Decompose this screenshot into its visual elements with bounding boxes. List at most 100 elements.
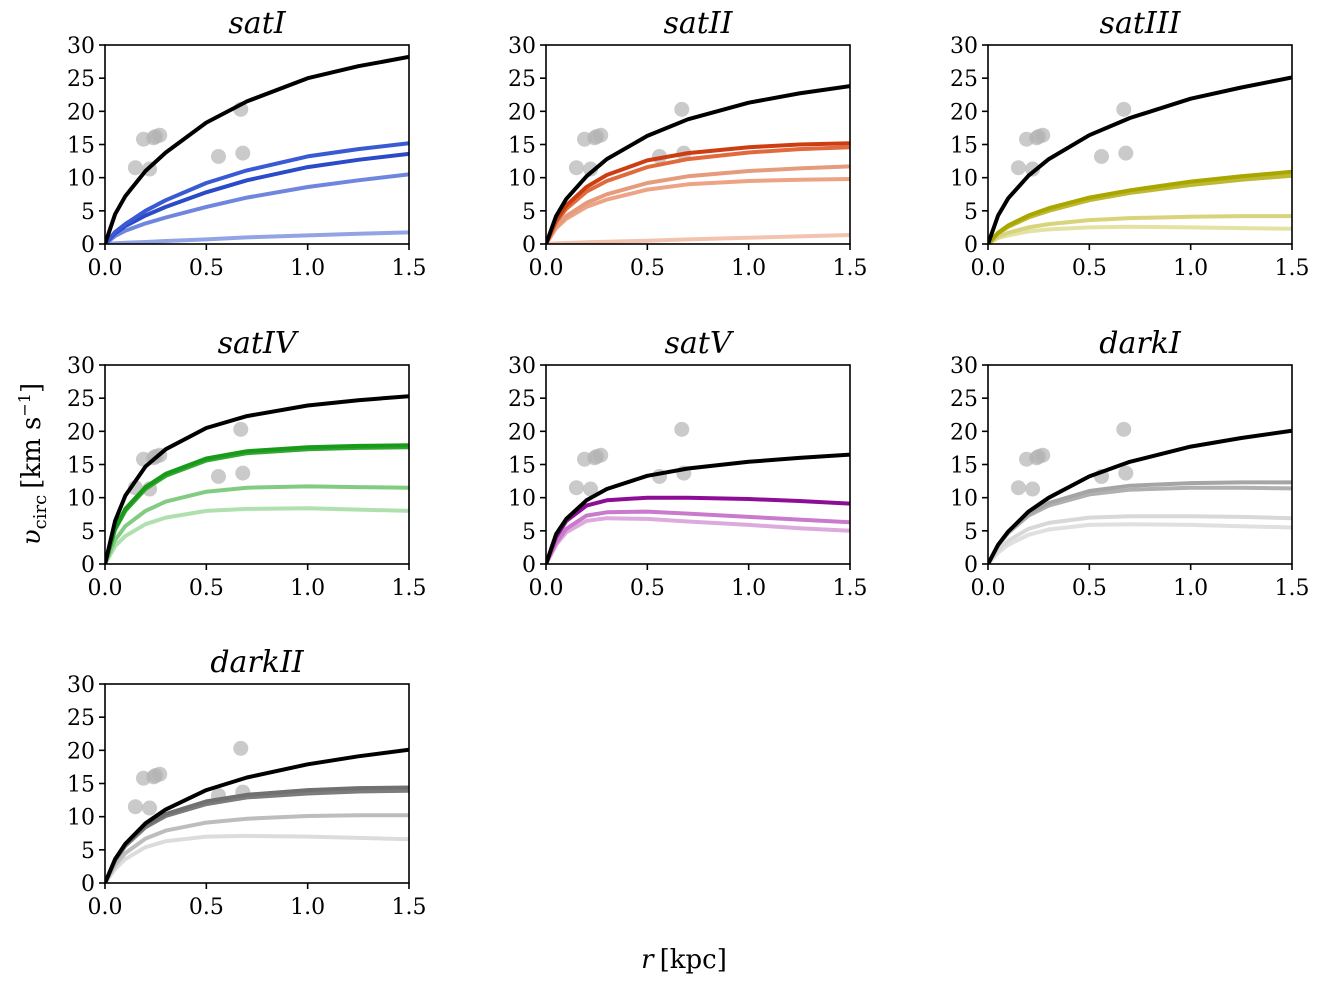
y-tick-label: 15 bbox=[67, 773, 95, 798]
y-tick-label: 25 bbox=[508, 67, 536, 92]
y-tick-label: 10 bbox=[67, 167, 95, 192]
x-tick-label: 0.5 bbox=[189, 576, 224, 601]
y-tick-label: 25 bbox=[950, 387, 978, 412]
y-tick-label: 0 bbox=[522, 233, 536, 258]
y-tick-label: 15 bbox=[508, 134, 536, 159]
series-line bbox=[988, 428, 1292, 564]
y-tick-label: 30 bbox=[67, 673, 95, 698]
y-tick-label: 15 bbox=[950, 134, 978, 159]
observed-point bbox=[568, 160, 584, 176]
y-tick-label: 0 bbox=[81, 553, 95, 578]
panel-satIV: 0 5 10 15 20 25 30 0.0 0.5 1.0 1.5 satIV bbox=[67, 326, 427, 601]
observed-point bbox=[1035, 447, 1051, 463]
x-tick-label: 1.5 bbox=[1275, 576, 1310, 601]
observed-point bbox=[1116, 421, 1132, 437]
x-tick-label: 1.5 bbox=[392, 256, 427, 281]
y-tick-label: 5 bbox=[81, 839, 95, 864]
series-line bbox=[105, 813, 409, 883]
observed-point bbox=[1025, 161, 1041, 177]
y-tick-label: 20 bbox=[67, 739, 95, 764]
y-tick-label: 25 bbox=[950, 67, 978, 92]
x-tick-label: 1.5 bbox=[392, 576, 427, 601]
series-line bbox=[105, 54, 409, 244]
panel-satII: 0 5 10 15 20 25 30 0.0 0.5 1.0 1.5 satII bbox=[508, 6, 868, 281]
x-tick-label: 0.0 bbox=[529, 576, 564, 601]
x-tick-label: 0.5 bbox=[630, 256, 665, 281]
y-tick-label: 20 bbox=[508, 100, 536, 125]
observed-point bbox=[152, 127, 168, 143]
y-tick-label: 0 bbox=[81, 233, 95, 258]
series-line bbox=[988, 169, 1292, 244]
observed-point bbox=[1118, 465, 1134, 481]
x-tick-label: 0.0 bbox=[971, 256, 1006, 281]
y-tick-label: 20 bbox=[950, 100, 978, 125]
observed-point bbox=[1010, 480, 1026, 496]
panel-title: darkI bbox=[1099, 326, 1182, 361]
observed-point bbox=[142, 800, 158, 816]
x-tick-label: 0.5 bbox=[630, 576, 665, 601]
observed-point bbox=[583, 161, 599, 177]
y-tick-label: 5 bbox=[964, 200, 978, 225]
x-tick-label: 0.0 bbox=[88, 576, 123, 601]
y-tick-label: 30 bbox=[508, 354, 536, 379]
x-axis-symbol: r bbox=[641, 945, 655, 975]
y-tick-label: 10 bbox=[67, 806, 95, 831]
series-line bbox=[988, 522, 1292, 564]
observed-point bbox=[127, 799, 143, 815]
series-line bbox=[988, 214, 1292, 244]
y-axis-symbol: υ bbox=[17, 529, 47, 545]
x-tick-label: 1.5 bbox=[833, 256, 868, 281]
observed-point bbox=[674, 101, 690, 117]
x-tick-label: 0.0 bbox=[88, 256, 123, 281]
x-tick-label: 1.0 bbox=[731, 576, 766, 601]
series-line bbox=[546, 509, 850, 564]
observed-point bbox=[1093, 148, 1109, 164]
series-line bbox=[546, 516, 850, 564]
series-line bbox=[546, 495, 850, 564]
plot-area bbox=[105, 394, 409, 564]
observed-point bbox=[593, 447, 609, 463]
y-tick-label: 25 bbox=[67, 706, 95, 731]
y-tick-label: 20 bbox=[67, 100, 95, 125]
y-axis-label: υcirc [km s−1] bbox=[15, 383, 51, 545]
series-line bbox=[105, 506, 409, 564]
y-tick-label: 15 bbox=[508, 454, 536, 479]
panel-satI: 0 5 10 15 20 25 30 0.0 0.5 1.0 1.5 satI bbox=[67, 6, 427, 281]
y-tick-label: 30 bbox=[950, 354, 978, 379]
y-tick-label: 20 bbox=[950, 420, 978, 445]
x-axis-unit: [kpc] bbox=[660, 945, 727, 975]
y-tick-label: 25 bbox=[67, 387, 95, 412]
plot-area bbox=[105, 54, 409, 244]
series-line bbox=[105, 443, 409, 564]
y-tick-label: 20 bbox=[67, 420, 95, 445]
y-tick-label: 5 bbox=[81, 520, 95, 545]
observed-point bbox=[1010, 160, 1026, 176]
series-line bbox=[546, 452, 850, 564]
series-line bbox=[105, 394, 409, 564]
series-line bbox=[988, 514, 1292, 564]
series-line bbox=[105, 484, 409, 564]
observed-point bbox=[235, 145, 251, 161]
y-tick-label: 5 bbox=[522, 520, 536, 545]
observed-point bbox=[233, 421, 249, 437]
observed-point bbox=[233, 740, 249, 756]
series-line bbox=[546, 164, 850, 244]
y-tick-label: 25 bbox=[67, 67, 95, 92]
x-axis-label: r [kpc] bbox=[641, 945, 727, 975]
y-axis-unit-close: ] bbox=[17, 383, 47, 393]
y-tick-label: 0 bbox=[522, 553, 536, 578]
y-tick-label: 10 bbox=[67, 487, 95, 512]
observed-point bbox=[1025, 481, 1041, 497]
observed-point bbox=[1118, 145, 1134, 161]
y-tick-label: 30 bbox=[67, 34, 95, 59]
observed-point bbox=[674, 421, 690, 437]
series-line bbox=[105, 747, 409, 883]
x-tick-label: 1.5 bbox=[833, 576, 868, 601]
y-tick-label: 15 bbox=[950, 454, 978, 479]
observed-point bbox=[152, 766, 168, 782]
series-line bbox=[546, 233, 850, 244]
observed-point bbox=[583, 481, 599, 497]
panel-title: satIV bbox=[218, 326, 300, 361]
plot-area bbox=[546, 84, 850, 244]
y-axis-unit-open: [km s bbox=[17, 417, 47, 489]
